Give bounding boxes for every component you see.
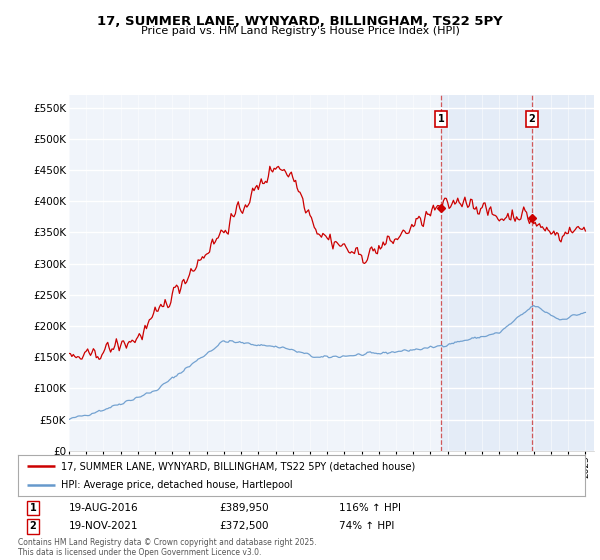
Text: 1: 1 [29, 503, 37, 513]
Text: 1: 1 [438, 114, 445, 124]
Text: 74% ↑ HPI: 74% ↑ HPI [339, 521, 394, 531]
Text: 17, SUMMER LANE, WYNYARD, BILLINGHAM, TS22 5PY (detached house): 17, SUMMER LANE, WYNYARD, BILLINGHAM, TS… [61, 461, 415, 471]
Text: £389,950: £389,950 [219, 503, 269, 513]
Text: £372,500: £372,500 [219, 521, 269, 531]
Text: Price paid vs. HM Land Registry's House Price Index (HPI): Price paid vs. HM Land Registry's House … [140, 26, 460, 36]
Bar [442, 95, 594, 451]
Text: 19-AUG-2016: 19-AUG-2016 [69, 503, 139, 513]
Text: 17, SUMMER LANE, WYNYARD, BILLINGHAM, TS22 5PY: 17, SUMMER LANE, WYNYARD, BILLINGHAM, TS… [97, 15, 503, 27]
Text: 2: 2 [29, 521, 37, 531]
Text: 19-NOV-2021: 19-NOV-2021 [69, 521, 139, 531]
Text: HPI: Average price, detached house, Hartlepool: HPI: Average price, detached house, Hart… [61, 480, 292, 489]
Text: 2: 2 [529, 114, 535, 124]
Text: 116% ↑ HPI: 116% ↑ HPI [339, 503, 401, 513]
Text: Contains HM Land Registry data © Crown copyright and database right 2025.
This d: Contains HM Land Registry data © Crown c… [18, 538, 317, 557]
